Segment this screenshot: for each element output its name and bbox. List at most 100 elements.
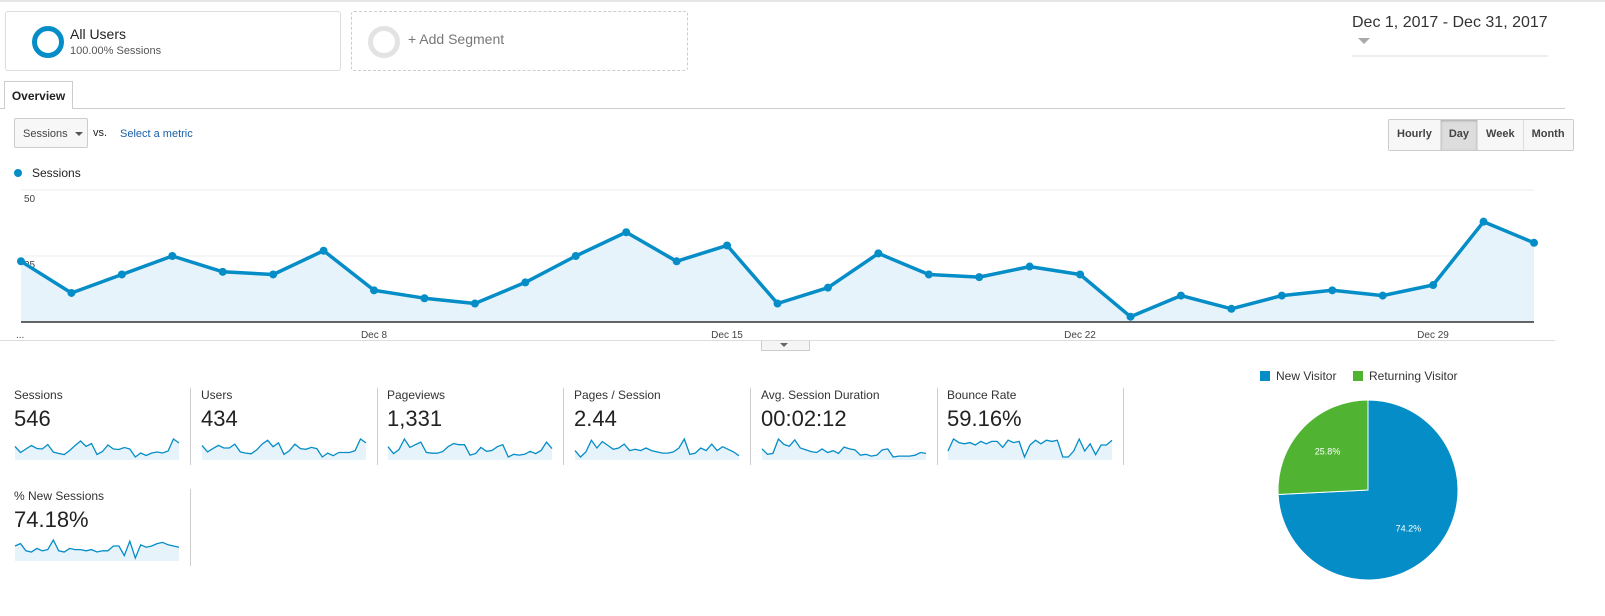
date-range-picker[interactable]: Dec 1, 2017 - Dec 31, 2017: [1352, 14, 1548, 57]
x-tick-dec8: Dec 8: [361, 330, 388, 341]
data-point-dec-31[interactable]: [1530, 238, 1538, 247]
sparkline-fill: [15, 439, 179, 460]
segment-subtitle: 100.00% Sessions: [70, 45, 162, 57]
metric-label: Pageviews: [387, 388, 446, 402]
pie-slice-returning-visitor[interactable]: [1277, 399, 1369, 496]
data-point-dec-4[interactable]: [168, 252, 177, 260]
metric-value: 59.16%: [947, 406, 1022, 431]
hourly-button[interactable]: Hourly: [1389, 120, 1440, 150]
collapse-chart-handle[interactable]: [761, 341, 810, 351]
data-point-dec-6[interactable]: [269, 270, 278, 279]
segment-title: All Users: [70, 26, 127, 42]
add-segment-button[interactable]: + Add Segment: [351, 11, 688, 71]
metric-value: 74.18%: [14, 507, 89, 532]
sparkline-line: [387, 437, 553, 458]
data-point-dec-19[interactable]: [924, 270, 933, 279]
data-point-dec-12[interactable]: [571, 252, 580, 260]
sparkline-fill: [762, 439, 926, 460]
chevron-down-icon: [1358, 37, 1370, 44]
data-point-dec-23[interactable]: [1126, 312, 1135, 321]
metric-sparkline: [14, 438, 180, 460]
week-button[interactable]: Week: [1477, 120, 1523, 150]
data-point-dec-1[interactable]: [17, 257, 25, 266]
sparkline-fill: [15, 540, 179, 561]
data-point-dec-18[interactable]: [874, 249, 883, 258]
sessions-line-chart: 50 25 ... Dec 8 Dec 15 Dec 22 Dec 29: [16, 189, 1538, 341]
data-point-dec-28[interactable]: [1378, 291, 1387, 300]
segment-ring-icon: [32, 26, 64, 58]
chevron-down-icon: [780, 343, 788, 347]
vs-label: vs.: [93, 127, 108, 139]
area-fill: [21, 221, 1534, 322]
data-point-dec-3[interactable]: [117, 270, 126, 279]
sparkline-line: [574, 437, 740, 458]
metric-bounce-rate[interactable]: Bounce Rate 59.16%: [947, 388, 1122, 463]
add-segment-label: + Add Segment: [408, 31, 505, 47]
sparkline-fill: [202, 439, 366, 460]
sparkline-line: [761, 437, 927, 458]
data-point-dec-5[interactable]: [218, 267, 227, 276]
metric-avg-session-duration[interactable]: Avg. Session Duration 00:02:12: [761, 388, 936, 463]
chart-bottom-divider: [0, 340, 1555, 341]
select-metric-link[interactable]: Select a metric: [120, 128, 193, 140]
data-point-dec-9[interactable]: [420, 294, 429, 303]
x-tick-dec22: Dec 22: [1064, 330, 1096, 341]
data-point-dec-26[interactable]: [1277, 291, 1286, 300]
metric-sparkline: [201, 438, 367, 460]
metric-divider: [190, 388, 191, 465]
segment-all-users[interactable]: All Users 100.00% Sessions: [5, 11, 341, 71]
pie-slice-label: 25.8%: [1315, 447, 1341, 457]
metric-pageviews[interactable]: Pageviews 1,331: [387, 388, 562, 463]
sparkline-line: [14, 438, 180, 458]
data-point-dec-17[interactable]: [823, 283, 832, 292]
data-point-dec-24[interactable]: [1176, 291, 1185, 300]
legend-swatch-icon: [1260, 371, 1270, 381]
sparkline-fill: [575, 439, 739, 460]
x-tick-dec15: Dec 15: [711, 330, 743, 341]
metric-sparkline: [947, 437, 1113, 460]
month-button[interactable]: Month: [1522, 120, 1573, 150]
data-point-dec-13[interactable]: [622, 228, 631, 237]
day-button[interactable]: Day: [1439, 120, 1478, 150]
data-point-dec-11[interactable]: [521, 278, 530, 287]
data-point-dec-30[interactable]: [1479, 217, 1488, 226]
metric-divider: [750, 388, 751, 465]
data-point-dec-2[interactable]: [67, 288, 76, 297]
metric--new-sessions[interactable]: % New Sessions 74.18%: [14, 489, 189, 564]
legend-dot-icon: [14, 169, 22, 177]
x-tick-start: ...: [16, 330, 24, 341]
sparkline-line: [14, 538, 180, 560]
data-point-dec-7[interactable]: [319, 246, 328, 255]
data-point-dec-8[interactable]: [370, 286, 379, 295]
tab-overview[interactable]: Overview: [4, 81, 73, 109]
date-range-label: Dec 1, 2017 - Dec 31, 2017: [1352, 14, 1548, 31]
data-point-dec-15[interactable]: [723, 241, 732, 250]
sparkline-fill: [948, 439, 1112, 460]
metric-pages-session[interactable]: Pages / Session 2.44: [574, 388, 749, 463]
data-point-dec-25[interactable]: [1227, 304, 1236, 313]
legend-swatch-icon: [1353, 371, 1363, 381]
data-point-dec-22[interactable]: [1076, 270, 1085, 279]
top-border: [0, 0, 1605, 2]
data-point-dec-27[interactable]: [1328, 286, 1337, 295]
metric-label: % New Sessions: [14, 489, 105, 503]
y-tick-50: 50: [24, 194, 36, 205]
data-point-dec-20[interactable]: [975, 273, 984, 282]
metric-dropdown-value: Sessions: [23, 128, 68, 140]
metric-dropdown[interactable]: Sessions: [14, 118, 88, 148]
metric-divider: [1123, 388, 1124, 465]
pie-legend-label: New Visitor: [1276, 369, 1337, 383]
metric-sparkline: [14, 538, 180, 561]
data-point-dec-21[interactable]: [1025, 262, 1034, 271]
chart-legend: Sessions: [14, 166, 81, 180]
metric-divider: [937, 388, 938, 465]
data-point-dec-29[interactable]: [1429, 281, 1438, 290]
sparkline-line: [947, 437, 1113, 459]
data-point-dec-16[interactable]: [773, 299, 782, 308]
metric-value: 1,331: [387, 406, 443, 431]
metric-label: Bounce Rate: [947, 388, 1017, 402]
data-point-dec-14[interactable]: [672, 257, 681, 266]
metric-sessions[interactable]: Sessions 546: [14, 388, 189, 463]
metric-users[interactable]: Users 434: [201, 388, 376, 463]
data-point-dec-10[interactable]: [470, 299, 479, 308]
